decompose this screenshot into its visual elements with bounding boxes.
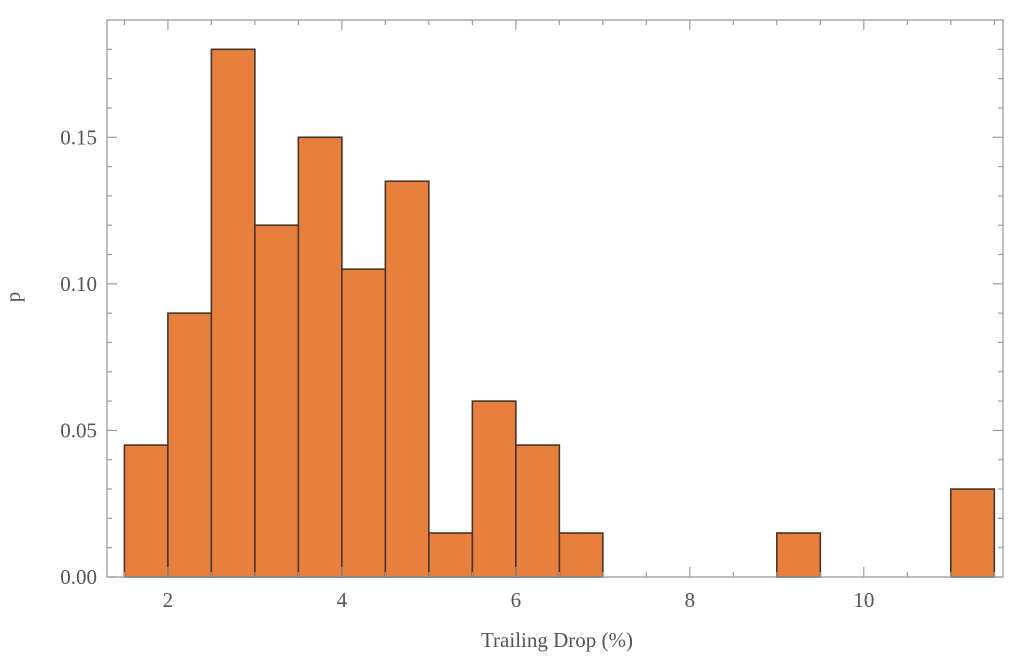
tick-labels: 2 4 6 8 10 0.00 0.05 0.10 0.15 <box>60 125 874 612</box>
y-tick-label: 0.05 <box>60 418 97 442</box>
x-tick-label: 2 <box>163 588 174 612</box>
histogram-bar-7 <box>384 180 430 578</box>
y-tick-label: 0.15 <box>60 125 97 149</box>
plot-frame <box>106 19 1004 578</box>
y-tick-label: 0.00 <box>60 565 97 589</box>
x-tick-label: 10 <box>853 588 874 612</box>
histogram-bar-6 <box>341 268 387 578</box>
x-axis-title: Trailing Drop (%) <box>481 628 633 652</box>
bars-group <box>123 48 996 578</box>
histogram-bar-1 <box>123 444 169 578</box>
histogram-bar-9 <box>471 400 517 578</box>
histogram-bar-8 <box>428 532 474 578</box>
histogram-bar-5 <box>297 136 343 578</box>
tick-marks <box>107 20 1003 578</box>
histogram-bar-11 <box>558 532 604 578</box>
y-tick-label: 0.10 <box>60 272 97 296</box>
x-tick-label: 6 <box>511 588 522 612</box>
histogram-bar-13 <box>950 488 996 578</box>
y-axis-title: p <box>1 292 25 303</box>
x-tick-label: 8 <box>685 588 696 612</box>
histogram-bar-4 <box>254 224 300 578</box>
histogram-bar-2 <box>167 312 213 578</box>
histogram-bar-12 <box>776 532 822 578</box>
histogram-bar-3 <box>210 48 256 578</box>
x-tick-label: 4 <box>337 588 348 612</box>
histogram-bar-10 <box>515 444 561 578</box>
